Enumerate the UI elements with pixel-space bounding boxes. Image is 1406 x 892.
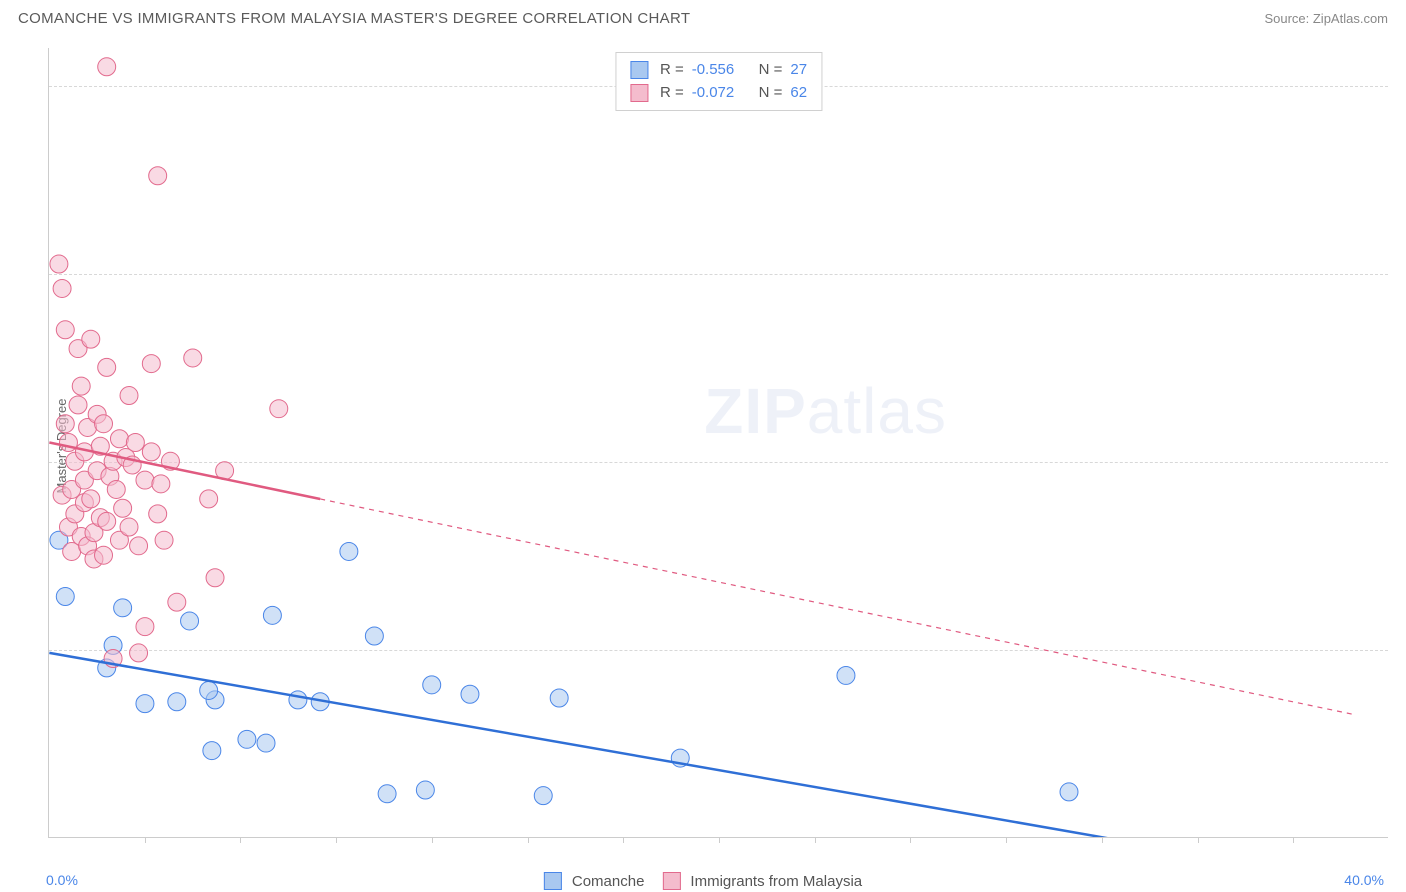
x-axis-label-min: 0.0% (46, 872, 78, 888)
x-axis-label-max: 40.0% (1344, 872, 1384, 888)
stats-legend: R = -0.556 N = 27 R = -0.072 N = 62 (615, 52, 822, 111)
n-value-1: 27 (790, 59, 807, 82)
legend-item-2: Immigrants from Malaysia (662, 872, 862, 890)
r-label: R = (660, 59, 684, 82)
swatch-series-1 (630, 61, 648, 79)
series-legend: Comanche Immigrants from Malaysia (544, 872, 862, 890)
page-title: COMANCHE VS IMMIGRANTS FROM MALAYSIA MAS… (18, 10, 690, 27)
stats-row-2: R = -0.072 N = 62 (630, 82, 807, 105)
r-value-2: -0.072 (692, 82, 735, 105)
n-label: N = (759, 82, 783, 105)
swatch-icon (662, 872, 680, 890)
swatch-series-2 (630, 84, 648, 102)
chart-area: ZIPatlas R = -0.556 N = 27 R = -0.072 N … (48, 48, 1388, 838)
n-label: N = (759, 59, 783, 82)
source-label: Source: ZipAtlas.com (1264, 11, 1388, 26)
legend-item-1: Comanche (544, 872, 645, 890)
n-value-2: 62 (790, 82, 807, 105)
r-value-1: -0.556 (692, 59, 735, 82)
series-name-1: Comanche (572, 873, 645, 890)
stats-row-1: R = -0.556 N = 27 (630, 59, 807, 82)
r-label: R = (660, 82, 684, 105)
swatch-icon (544, 872, 562, 890)
scatter-plot (49, 48, 1388, 837)
series-name-2: Immigrants from Malaysia (690, 873, 862, 890)
